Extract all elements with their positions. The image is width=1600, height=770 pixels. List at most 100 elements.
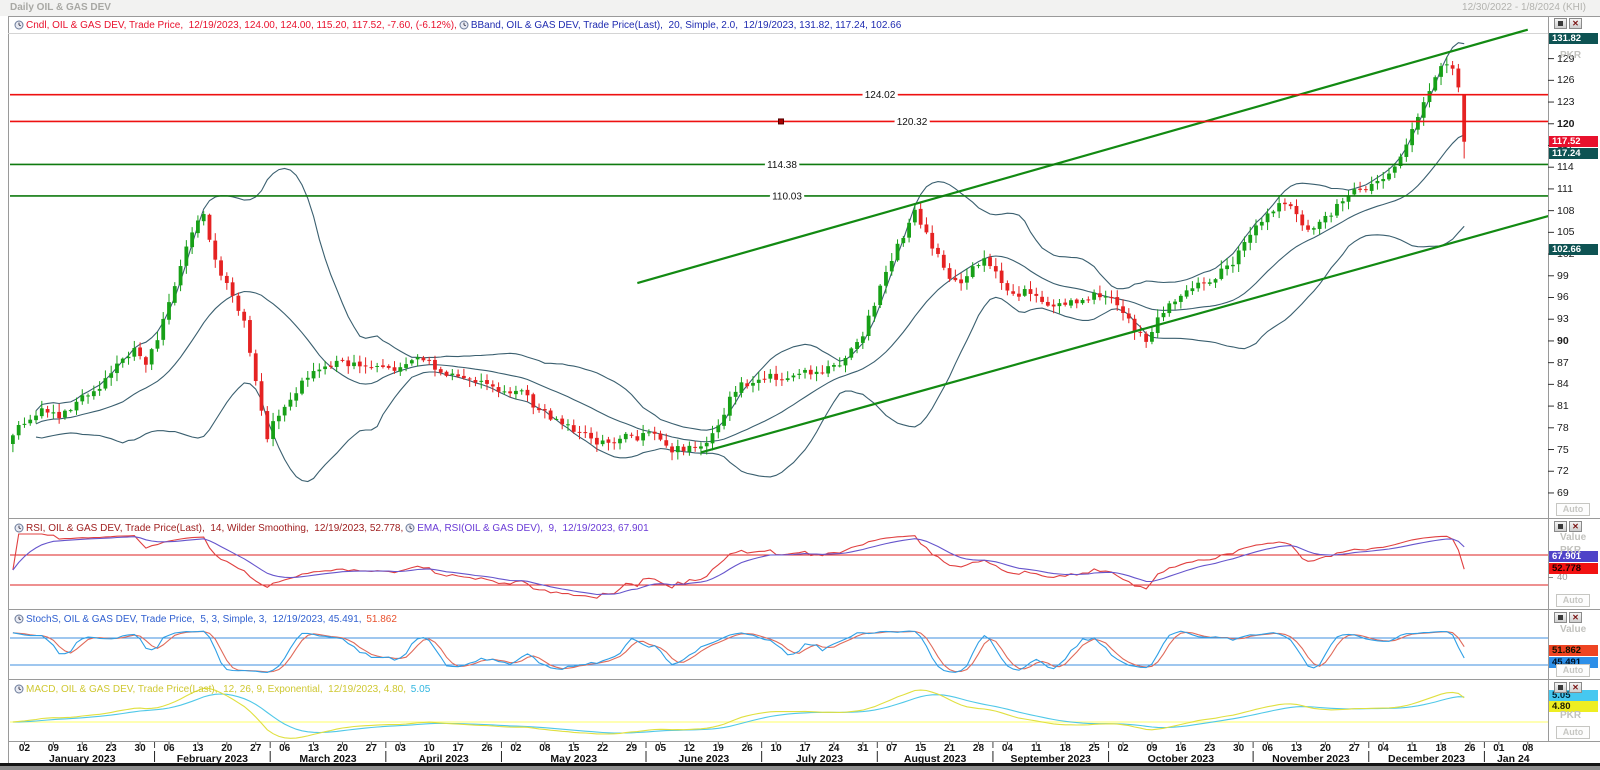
x-tick-day: 30 — [134, 743, 146, 754]
x-tick-day: 26 — [481, 743, 493, 754]
price-tick: 105 — [1557, 226, 1575, 239]
x-tick-month: January 2023 — [48, 753, 116, 765]
macd-legend-item-0[interactable]: MACD, OIL & GAS DEV, Trade Price(Last), … — [14, 684, 406, 695]
stoch-k-badge: 45.491 — [1549, 656, 1598, 668]
main-minimize-button[interactable] — [1554, 18, 1567, 29]
x-tick-day: 09 — [1146, 743, 1158, 754]
x-tick-day: 02 — [1117, 743, 1129, 754]
minimize-icon — [1558, 685, 1563, 690]
stoch-auto-button[interactable]: Auto — [1556, 664, 1590, 677]
stoch-legend-item-0[interactable]: StochS, OIL & GAS DEV, Trade Price, 5, 3… — [14, 614, 362, 625]
bb-mid-badge: 117.24 — [1549, 147, 1598, 159]
x-tick-day: 04 — [1377, 743, 1389, 754]
rsi-value-label: Value — [1560, 532, 1587, 543]
x-tick-day: 26 — [741, 743, 753, 754]
price-tick: 72 — [1557, 465, 1569, 478]
x-tick-day: 23 — [105, 743, 117, 754]
x-tick-day: 18 — [1059, 743, 1071, 754]
main-legend-item-1[interactable]: BBand, OIL & GAS DEV, Trade Price(Last),… — [459, 20, 901, 31]
main-close-button[interactable]: ✕ — [1569, 18, 1582, 29]
macd-legend: MACD, OIL & GAS DEV, Trade Price(Last), … — [14, 683, 430, 695]
price-tick: 120 — [1557, 117, 1575, 130]
rsi-ema-badge: 67.901 — [1549, 551, 1598, 563]
x-tick-month: October 2023 — [1147, 753, 1215, 765]
rsi-tick: 40 — [1557, 571, 1568, 583]
minimize-icon — [1558, 615, 1563, 620]
macd-close-button[interactable]: ✕ — [1569, 682, 1582, 693]
main-auto-button[interactable]: Auto — [1556, 503, 1590, 516]
x-tick-month: February 2023 — [176, 753, 248, 765]
x-tick-day: 10 — [423, 743, 435, 754]
macd-pane-series — [10, 687, 1548, 739]
x-tick-month: September 2023 — [1010, 753, 1092, 765]
level-marker[interactable] — [778, 118, 784, 125]
x-tick-day: 05 — [654, 743, 667, 754]
stoch-value-label: Value — [1560, 624, 1587, 635]
minimize-icon — [1558, 21, 1563, 26]
x-tick-day: 11 — [1406, 743, 1418, 754]
x-tick-day: 10 — [770, 743, 782, 754]
rsi-value-badge: 52.778 — [1549, 562, 1598, 574]
macd-currency-label: PKR — [1560, 710, 1582, 721]
x-tick-month: July 2023 — [795, 753, 844, 765]
main-legend-text: Cndl, OIL & GAS DEV, Trade Price, 12/19/… — [26, 19, 457, 31]
x-tick-day: 03 — [394, 743, 406, 754]
x-tick-month: December 2023 — [1388, 753, 1466, 765]
stoch-close-button[interactable]: ✕ — [1569, 612, 1582, 623]
x-tick-day: 17 — [799, 743, 811, 754]
clock-icon — [14, 684, 24, 694]
date-range: 12/30/2022 - 1/8/2024 (KHI) — [1462, 2, 1586, 13]
macd-minimize-button[interactable] — [1554, 682, 1567, 693]
price-tick: 123 — [1557, 96, 1575, 109]
rsi-close-button[interactable]: ✕ — [1569, 521, 1582, 532]
stoch-minimize-button[interactable] — [1554, 612, 1567, 623]
x-tick-day: 16 — [1175, 743, 1187, 754]
minimize-icon — [1558, 524, 1563, 529]
x-tick-day: 06 — [1262, 743, 1274, 754]
x-tick-month: April 2023 — [418, 753, 469, 765]
level-label: 110.03 — [772, 191, 802, 202]
price-tick: 81 — [1557, 400, 1569, 413]
x-tick-day: 23 — [1204, 743, 1216, 754]
x-tick-day: 16 — [76, 743, 88, 754]
trend-lines[interactable] — [637, 28, 1562, 454]
level-label: 114.38 — [767, 160, 797, 171]
price-tick: 87 — [1557, 356, 1569, 369]
x-tick-month: May 2023 — [550, 753, 598, 765]
clock-icon — [14, 614, 24, 624]
rsi-legend-item-1[interactable]: EMA, RSI(OIL & GAS DEV), 9, 12/19/2023, … — [405, 523, 649, 534]
macd-auto-button[interactable]: Auto — [1556, 726, 1590, 739]
rsi-minimize-button[interactable] — [1554, 521, 1567, 532]
macd-legend-text: MACD, OIL & GAS DEV, Trade Price(Last), … — [26, 683, 407, 695]
macd-value-badge: 4.80 — [1549, 701, 1598, 713]
x-tick-day: 12 — [683, 743, 695, 754]
price-tick: 126 — [1557, 74, 1575, 87]
rsi-auto-button[interactable]: Auto — [1556, 594, 1590, 607]
x-tick-day: 22 — [597, 743, 609, 754]
x-tick-day: 31 — [857, 743, 869, 754]
price-tick: 93 — [1557, 313, 1569, 326]
time-axis-ticks — [23, 58, 1554, 762]
price-tick: 111 — [1557, 182, 1573, 195]
price-tick: 99 — [1557, 269, 1569, 282]
x-tick-day: 30 — [1233, 743, 1245, 754]
stoch-legend-item-1[interactable]: 51.862 — [364, 614, 397, 625]
x-tick-month: November 2023 — [1272, 753, 1350, 765]
main-legend-item-0[interactable]: Cndl, OIL & GAS DEV, Trade Price, 12/19/… — [14, 20, 457, 31]
x-tick-day: 13 — [307, 743, 320, 754]
macd-legend-item-1[interactable]: 5.05 — [408, 684, 430, 695]
x-tick-day: 27 — [250, 743, 262, 754]
rsi-pane-series — [10, 533, 1548, 599]
x-tick-day: 20 — [336, 743, 349, 754]
macd-signal-badge: 5.05 — [1549, 689, 1598, 701]
rsi-legend-item-0[interactable]: RSI, OIL & GAS DEV, Trade Price(Last), 1… — [14, 523, 403, 534]
stoch-legend-text: StochS, OIL & GAS DEV, Trade Price, 5, 3… — [26, 613, 362, 625]
x-tick-day: 04 — [1001, 743, 1013, 754]
clock-icon — [405, 523, 415, 533]
x-tick-day: 02 — [510, 743, 522, 754]
x-tick-day: 25 — [1088, 743, 1100, 754]
price-levels[interactable]: 124.02 120.32 114.38 110.03 — [10, 87, 1548, 205]
bb-upper-badge: 131.82 — [1549, 32, 1598, 44]
